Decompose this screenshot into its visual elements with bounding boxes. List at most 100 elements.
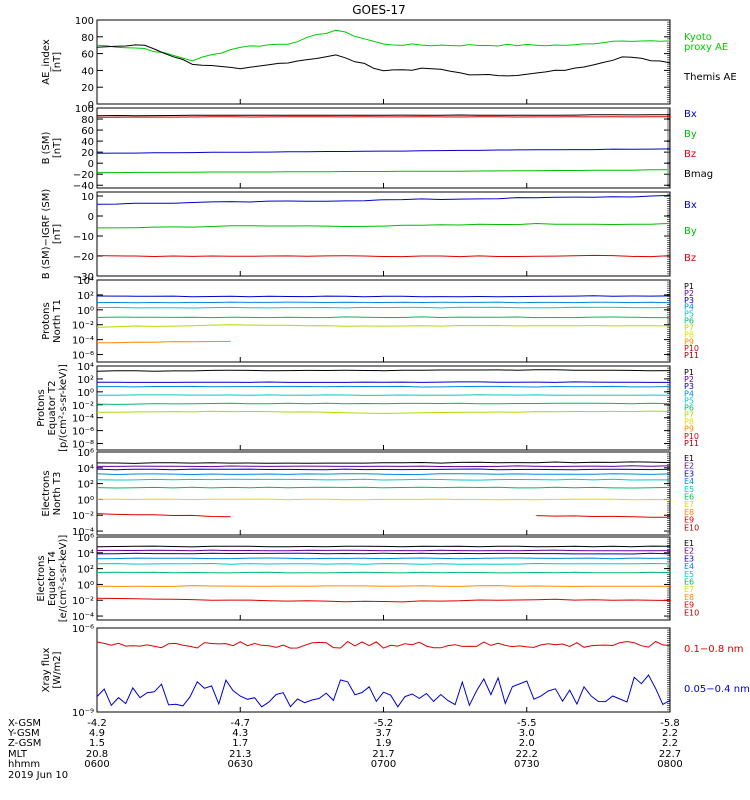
y-tick-label: 40	[81, 66, 94, 77]
legend-label: P6	[684, 403, 694, 412]
series-line	[96, 410, 671, 414]
legend-label: P3	[684, 382, 694, 391]
legend-label: E9	[684, 516, 694, 525]
legend-label: E8	[684, 508, 694, 517]
legend-label: Themis AE	[683, 72, 737, 83]
ephemeris-row-label: Y-GSM	[7, 728, 40, 739]
y-tick-label: 10⁻²	[72, 596, 94, 607]
y-axis-label: North T3	[52, 472, 63, 516]
legend-label: E7	[684, 500, 694, 509]
legend-label: P5	[684, 310, 694, 319]
legend-label: P8	[684, 330, 694, 339]
y-tick-label: −10	[73, 232, 94, 243]
series-line	[96, 340, 231, 344]
y-tick-label: 10⁰	[77, 580, 94, 591]
y-tick-label: 10⁻⁸	[72, 440, 94, 451]
y-tick-label: 10⁰	[77, 306, 94, 317]
ephemeris-value: 22.2	[516, 749, 538, 760]
legend-label: E1	[684, 539, 694, 548]
y-axis-label: [nT]	[52, 224, 63, 244]
y-axis-label: B (SM)−IGRF (SM)	[41, 189, 52, 280]
series-line	[96, 194, 671, 205]
ephemeris-value: -5.8	[660, 718, 680, 729]
series-line	[96, 597, 671, 603]
series-line	[96, 585, 671, 587]
series-line	[96, 402, 671, 405]
series-line	[97, 385, 671, 388]
legend-label: P11	[684, 439, 699, 448]
legend-label: P10	[684, 344, 699, 353]
legend-label: P4	[684, 303, 694, 312]
y-tick-label: 10⁻⁴	[72, 414, 94, 425]
y-axis-label: AE_index	[41, 39, 52, 85]
y-axis-label: [nT]	[52, 52, 63, 72]
y-tick-label: 10⁻⁶	[72, 351, 94, 362]
ephemeris-value: 0730	[514, 759, 539, 770]
y-tick-label: 10⁴	[77, 362, 94, 373]
y-tick-label: 10⁰	[77, 388, 94, 399]
legend-label: E8	[684, 593, 694, 602]
date-label: 2019 Jun 10	[8, 770, 68, 781]
y-axis-label: Electrons	[36, 555, 47, 601]
legend-label: 0.1−0.8 nm	[684, 644, 743, 655]
legend-label: E5	[684, 485, 694, 494]
legend-label: E2	[684, 547, 694, 556]
y-tick-label: 10⁻⁶	[72, 624, 94, 635]
legend-label: E4	[684, 562, 694, 571]
ephemeris-value: 3.0	[519, 728, 535, 739]
series-line	[97, 116, 671, 118]
series-line	[96, 674, 671, 708]
y-tick-label: 10⁻⁴	[72, 612, 94, 623]
series-line	[536, 515, 670, 518]
legend-label: 0.05−0.4 nm	[684, 684, 750, 695]
y-tick-label: 80	[81, 33, 94, 44]
y-tick-label: 100	[75, 104, 94, 115]
legend-label: E6	[684, 578, 694, 587]
ephemeris-value: 1.7	[232, 738, 248, 749]
y-axis-label: Electrons	[41, 470, 52, 516]
legend-label: E10	[684, 523, 699, 532]
ephemeris-value: 0800	[657, 759, 682, 770]
y-tick-label: 10⁴	[77, 549, 94, 560]
series-line	[96, 369, 671, 372]
series-line	[96, 306, 671, 309]
y-tick-label: 10²	[77, 565, 94, 576]
series-line	[96, 557, 671, 560]
ephemeris-value: 4.9	[89, 728, 105, 739]
legend-label: P1	[684, 282, 694, 291]
legend-label: E3	[684, 469, 694, 478]
ephemeris-value: -4.7	[230, 718, 250, 729]
series-line	[96, 498, 671, 501]
y-tick-label: 80	[81, 115, 94, 126]
y-tick-label: 10⁻⁴	[72, 527, 94, 538]
y-tick-label: 10⁰	[77, 495, 94, 506]
y-tick-label: 10²	[77, 375, 94, 386]
legend-label: E5	[684, 570, 694, 579]
y-tick-label: 20	[81, 83, 94, 94]
y-tick-label: 10⁻²	[72, 321, 94, 332]
series-line	[97, 169, 670, 174]
ephemeris-value: 3.7	[376, 728, 392, 739]
legend-label: By	[684, 226, 697, 237]
legend-label: Bx	[684, 200, 697, 211]
legend-label: Bz	[684, 253, 696, 264]
y-tick-label: 10²	[77, 480, 94, 491]
series-line	[96, 473, 671, 476]
y-tick-label: 60	[81, 126, 94, 137]
ephemeris-value: 1.9	[376, 738, 392, 749]
y-axis-label: North T1	[52, 299, 63, 343]
ephemeris-value: 0700	[371, 759, 396, 770]
panel-frame	[96, 451, 671, 536]
legend-label: P3	[684, 296, 694, 305]
legend-label: E3	[684, 554, 694, 563]
legend-label: P11	[684, 351, 699, 360]
ephemeris-value: 4.3	[232, 728, 248, 739]
legend-label: P10	[684, 432, 699, 441]
ephemeris-value: -5.2	[374, 718, 394, 729]
panel-frame	[96, 536, 671, 621]
ephemeris-value: 0630	[228, 759, 253, 770]
legend-label: E1	[684, 454, 694, 463]
